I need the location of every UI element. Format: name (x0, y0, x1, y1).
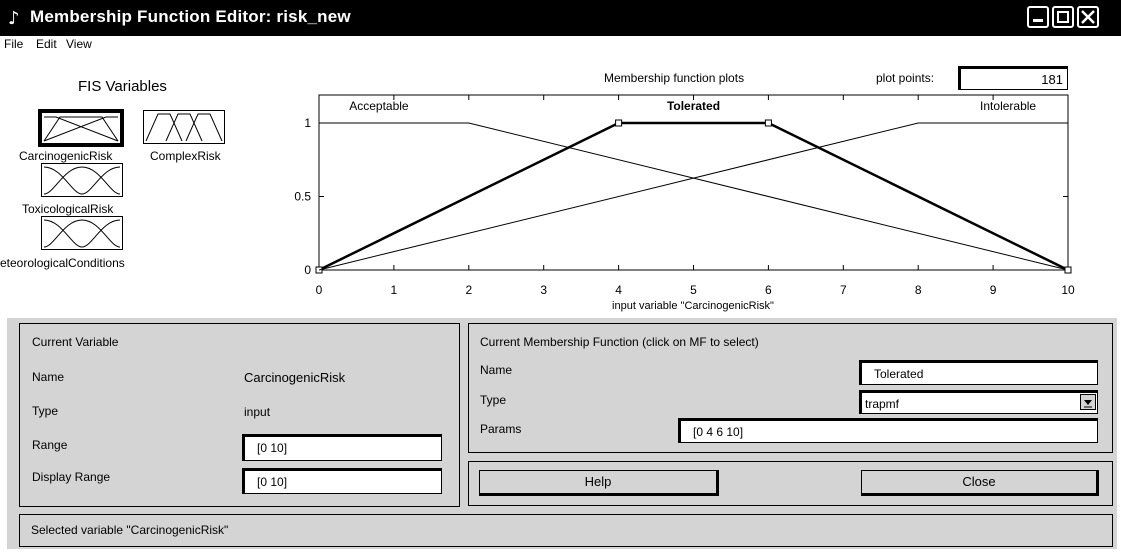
mf-type-value: trapmf (865, 397, 900, 411)
plot-title: Membership function plots (604, 71, 745, 85)
mf-shape-icon (43, 219, 121, 248)
variable-range-input[interactable]: [0 10] (242, 434, 442, 461)
maximize-icon (1057, 11, 1069, 23)
mf-type-label: Type (480, 393, 507, 407)
variable-box-toxicological-risk[interactable] (41, 163, 123, 197)
fis-variables-title: FIS Variables (78, 78, 167, 95)
variable-label-meteorological-conditions[interactable]: eteorologicalConditions (0, 256, 125, 270)
x-axis-label: input variable "CarcinogenicRisk" (612, 300, 774, 312)
current-mf-header: Current Membership Function (click on MF… (480, 335, 759, 349)
mf-name-input[interactable]: Tolerated (859, 360, 1098, 385)
menu-view[interactable]: View (66, 37, 92, 51)
x-tick-label: 4 (615, 283, 622, 297)
variable-label-carcinogenic-risk[interactable]: CarcinogenicRisk (19, 149, 113, 163)
membership-function-plot[interactable]: 0 1 2 3 4 5 6 7 8 9 10 0 0.5 1 Acceptable Tolerated Int… (0, 0, 1121, 320)
mf-shape-icon (43, 166, 121, 195)
variable-type-value: input (244, 405, 271, 419)
mf-shape-icon (43, 116, 119, 142)
mf-label-acceptable[interactable]: Acceptable (349, 99, 409, 113)
control-area: Current Variable Name CarcinogenicRisk T… (7, 318, 1117, 549)
minimize-button[interactable] (1027, 6, 1049, 28)
menu-file[interactable]: File (4, 37, 24, 51)
variable-range-label: Range (32, 438, 68, 452)
mf-vertex-handle (1064, 266, 1072, 274)
mf-label-tolerated[interactable]: Tolerated (667, 99, 720, 113)
status-panel: Selected variable "CarcinogenicRisk" (19, 514, 1113, 547)
x-tick-label: 1 (391, 283, 398, 297)
minimize-icon (1033, 19, 1043, 22)
x-tick-label: 6 (765, 283, 772, 297)
mf-curve-tolerated[interactable] (318, 121, 1069, 272)
mf-shape-icon (145, 113, 223, 142)
menu-edit[interactable]: Edit (36, 37, 57, 51)
title-bar: ♪ Membership Function Editor: risk_new (0, 0, 1121, 36)
variable-label-toxicological-risk[interactable]: ToxicologicalRisk (22, 202, 114, 216)
variable-label-complex-risk[interactable]: ComplexRisk (150, 149, 221, 163)
variable-box-complex-risk[interactable] (143, 110, 225, 144)
menu-bar: File Edit View (0, 36, 1121, 54)
close-icon (1081, 10, 1095, 24)
x-tick-label: 7 (840, 283, 847, 297)
current-variable-panel: Current Variable Name CarcinogenicRisk T… (19, 323, 460, 507)
matlab-icon: ♪ (8, 8, 20, 29)
dropdown-arrow-icon[interactable] (1080, 394, 1096, 410)
x-tick-label: 9 (990, 283, 997, 297)
help-button[interactable]: Help (479, 470, 719, 496)
mf-curve-acceptable[interactable] (319, 122, 1069, 271)
x-tick-label: 5 (690, 283, 697, 297)
y-tick-label: 0.5 (294, 190, 311, 204)
variable-box-meteorological-conditions[interactable] (41, 216, 123, 250)
mf-vertex-handle (615, 119, 623, 127)
variable-box-carcinogenic-risk[interactable] (38, 109, 124, 147)
mf-params-input[interactable]: [0 4 6 10] (678, 418, 1098, 443)
y-tick-label: 0 (304, 263, 311, 277)
current-mf-panel: Current Membership Function (click on MF… (468, 323, 1113, 453)
button-panel: Help Close (468, 461, 1113, 506)
mf-curve-intolerable[interactable] (318, 122, 1068, 271)
mf-name-label: Name (480, 363, 513, 377)
status-text: Selected variable "CarcinogenicRisk" (31, 523, 229, 537)
x-tick-label: 8 (915, 283, 922, 297)
plot-points-label: plot points: (876, 71, 935, 85)
x-tick-label: 2 (465, 283, 472, 297)
current-variable-header: Current Variable (32, 335, 119, 349)
plot-axes-box (318, 94, 1069, 271)
y-tick-label: 1 (304, 116, 311, 130)
x-tick-label: 10 (1061, 283, 1075, 297)
mf-label-intolerable[interactable]: Intolerable (980, 99, 1036, 113)
display-range-input[interactable]: [0 10] (242, 468, 442, 494)
window-title: Membership Function Editor: risk_new (30, 7, 351, 26)
mf-params-label: Params (480, 422, 522, 436)
x-tick-label: 3 (540, 283, 547, 297)
x-tick-label: 0 (316, 283, 323, 297)
mf-type-select[interactable]: trapmf (859, 390, 1098, 414)
close-button[interactable]: Close (861, 470, 1099, 496)
plot-points-input[interactable]: 181 (958, 66, 1068, 90)
variable-name-value: CarcinogenicRisk (244, 370, 346, 385)
variable-type-label: Type (32, 404, 59, 418)
maximize-button[interactable] (1052, 6, 1074, 28)
variable-name-label: Name (32, 370, 65, 384)
display-range-label: Display Range (32, 470, 111, 484)
close-window-button[interactable] (1077, 6, 1099, 28)
mf-vertex-handle (764, 119, 772, 127)
